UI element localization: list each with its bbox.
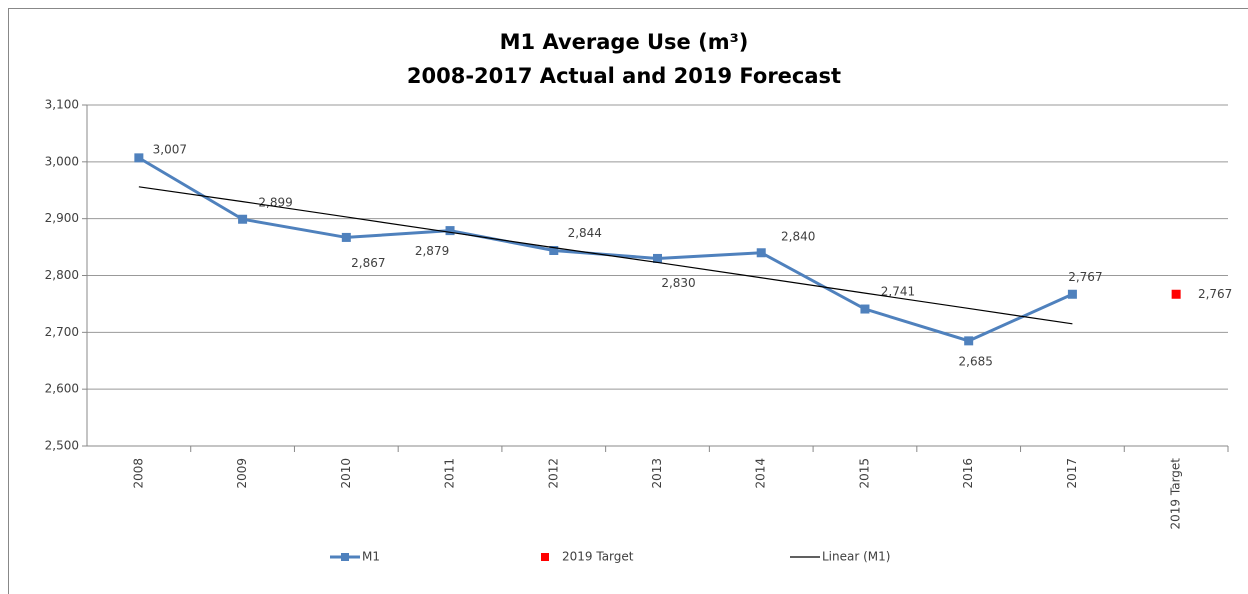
y-tick-label: 2,500: [45, 439, 79, 453]
legend-marker: [341, 553, 349, 561]
data-label: 2,741: [881, 285, 915, 299]
marker: [964, 336, 974, 346]
legend-marker: [541, 553, 549, 561]
legend-label: M1: [362, 550, 380, 564]
y-tick-label: 2,600: [45, 382, 79, 396]
data-label: 2,767: [1068, 270, 1102, 284]
series-line: [138, 156, 1074, 343]
marker: [238, 214, 248, 224]
x-tick-label: 2008: [131, 458, 145, 489]
chart-title: M1 Average Use (m³): [500, 30, 749, 54]
marker: [860, 304, 870, 314]
x-tick-label: 2011: [443, 458, 457, 489]
data-label: 3,007: [153, 142, 187, 156]
marker: [1067, 289, 1077, 299]
x-tick-label: 2015: [857, 458, 871, 489]
data-label: 2,767: [1198, 287, 1232, 301]
y-tick-label: 2,700: [45, 325, 79, 339]
data-label: 2,899: [258, 196, 292, 210]
y-tick-label: 3,100: [45, 98, 79, 112]
x-tick-label: 2017: [1065, 458, 1079, 489]
marker: [756, 248, 766, 258]
x-tick-label: 2019 Target: [1169, 458, 1183, 530]
data-label: 2,685: [959, 354, 993, 368]
data-label: 2,840: [781, 229, 815, 243]
y-tick-label: 2,800: [45, 268, 79, 282]
marker: [134, 153, 144, 163]
data-label: 2,830: [661, 276, 695, 290]
x-tick-label: 2012: [546, 458, 560, 489]
x-tick-label: 2014: [754, 458, 768, 489]
data-label: 2,879: [415, 244, 449, 258]
marker: [549, 245, 559, 255]
x-tick-label: 2016: [961, 458, 975, 489]
data-label: 2,867: [351, 256, 385, 270]
marker: [1171, 289, 1181, 299]
marker: [341, 232, 351, 242]
x-tick-label: 2013: [650, 458, 664, 489]
legend-label: 2019 Target: [562, 550, 634, 564]
x-tick-label: 2010: [339, 458, 353, 489]
chart-subtitle: 2008-2017 Actual and 2019 Forecast: [407, 64, 841, 88]
marker: [445, 226, 455, 236]
x-tick-label: 2009: [235, 458, 249, 489]
data-label: 2,844: [568, 226, 602, 240]
y-tick-label: 2,900: [45, 211, 79, 225]
marker: [653, 253, 662, 263]
chart-border: [8, 8, 1248, 594]
legend-label: Linear (M1): [822, 550, 890, 564]
trend-line: [138, 186, 1073, 325]
y-tick-label: 3,000: [45, 154, 79, 168]
